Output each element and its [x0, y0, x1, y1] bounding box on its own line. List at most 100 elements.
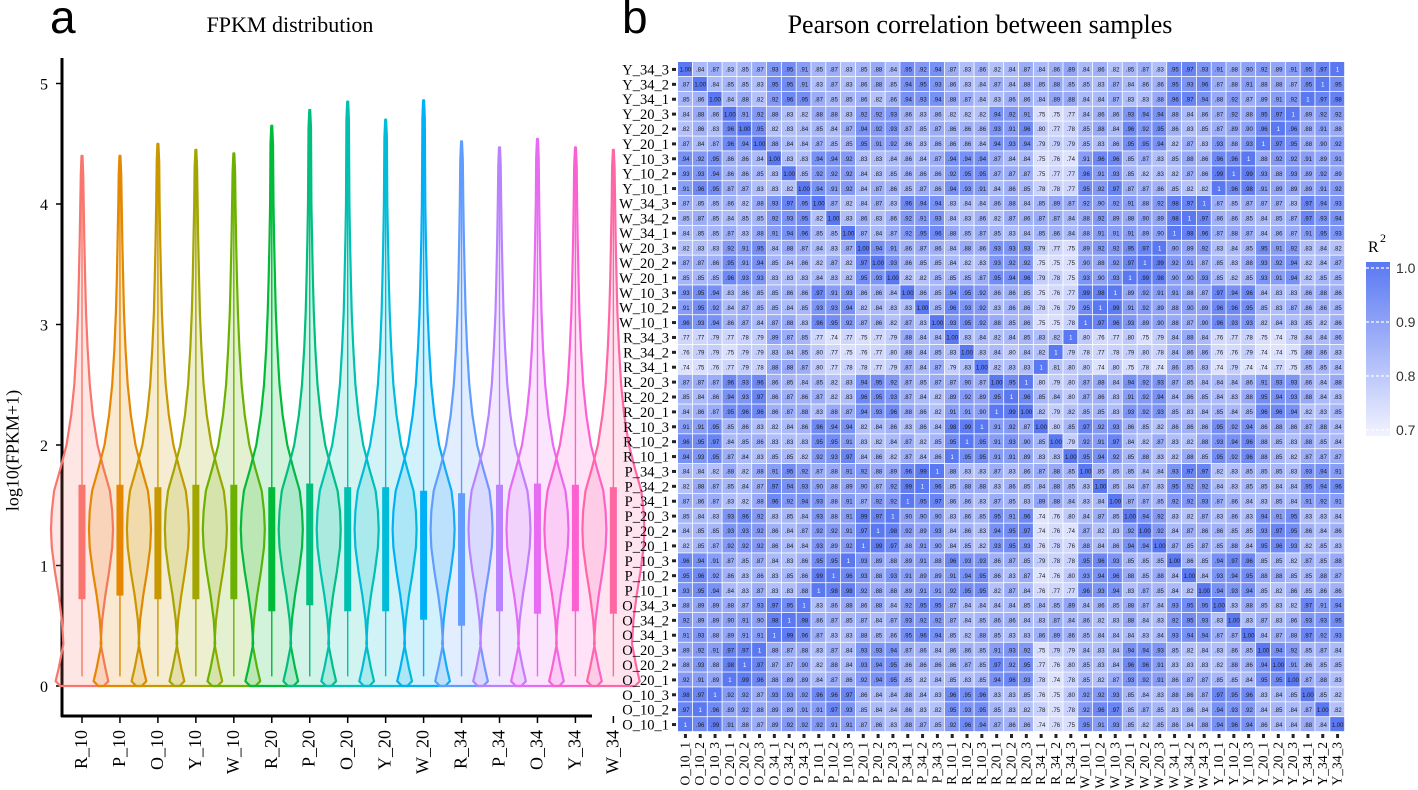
heatmap-cell-value: .93: [963, 708, 972, 714]
heatmap-cell-value: .91: [844, 440, 853, 446]
heatmap-cell: [766, 106, 781, 121]
heatmap-cell: [1300, 121, 1315, 136]
heatmap-cell-value: .84: [785, 544, 794, 550]
heatmap-col-label: Y_34_2: [1315, 742, 1330, 786]
heatmap-cell-value: .84: [918, 336, 927, 342]
heatmap-cell-value: .86: [1259, 723, 1268, 729]
heatmap-cell-value: .93: [1230, 589, 1239, 595]
heatmap-cell-value: .84: [1111, 648, 1120, 654]
heatmap-cell-value: .83: [1230, 261, 1239, 267]
heatmap-cell: [1256, 121, 1271, 136]
heatmap-cell-value: .95: [711, 455, 720, 461]
heatmap-cell-value: .92: [889, 380, 898, 386]
heatmap-cell-value: .85: [1319, 365, 1328, 371]
violin-y-tick-label: 0: [40, 679, 48, 696]
heatmap-cell-value: .87: [874, 202, 883, 208]
heatmap-cell-value: .88: [889, 559, 898, 565]
heatmap-cell-value: .82: [681, 127, 690, 133]
heatmap-cell-value: .74: [1096, 365, 1105, 371]
heatmap-cell-value: .86: [933, 172, 942, 178]
heatmap-cell-value: 1.00: [1332, 723, 1344, 729]
heatmap-cell-value: .92: [889, 499, 898, 505]
heatmap-cell-value: .96: [978, 693, 987, 699]
heatmap-cell-value: .83: [1333, 351, 1342, 357]
heatmap-cell-value: .83: [1230, 395, 1239, 401]
heatmap-row-label: O_20_3: [622, 643, 669, 659]
heatmap-cell-value: .93: [770, 693, 779, 699]
heatmap-cell-value: .86: [770, 529, 779, 535]
heatmap-cell-value: .88: [829, 410, 838, 416]
heatmap-cell-value: .86: [1111, 112, 1120, 118]
heatmap-cell-value: .96: [904, 470, 913, 476]
violin-box-O_10: [154, 487, 162, 600]
heatmap-cell-value: .85: [1156, 559, 1165, 565]
heatmap-row-tick: [672, 529, 676, 533]
heatmap-cell-value: .95: [800, 97, 809, 103]
heatmap-cell-value: .86: [696, 410, 705, 416]
heatmap-cell-value: .95: [1333, 619, 1342, 625]
heatmap-cell-value: 1: [1262, 142, 1266, 148]
heatmap-cell-value: .89: [889, 470, 898, 476]
heatmap-row-label: O_34_3: [622, 598, 669, 614]
heatmap-cell-value: .97: [1081, 425, 1090, 431]
heatmap-cell-value: .95: [978, 172, 987, 178]
heatmap-cell-value: .89: [1052, 202, 1061, 208]
heatmap-cell-value: .85: [785, 574, 794, 580]
heatmap-cell-value: .87: [904, 365, 913, 371]
heatmap-cell-value: .87: [711, 410, 720, 416]
heatmap-cell-value: .92: [1141, 380, 1150, 386]
heatmap-cell: [929, 62, 944, 77]
heatmap-cell-value: .84: [1081, 97, 1090, 103]
heatmap-cell-value: .85: [1170, 410, 1179, 416]
heatmap-cell-value: .93: [1215, 574, 1224, 580]
heatmap-cell-value: 1.00: [1169, 559, 1181, 565]
heatmap-cell-value: .96: [800, 633, 809, 639]
heatmap-cell-value: .95: [1200, 604, 1209, 610]
heatmap-cell-value: .97: [755, 395, 764, 401]
heatmap-cell-value: .93: [696, 663, 705, 669]
heatmap-cell-value: .93: [889, 112, 898, 118]
heatmap-cell: [1181, 106, 1196, 121]
heatmap-cell-value: .87: [1022, 425, 1031, 431]
heatmap-cell-value: .94: [933, 202, 942, 208]
heatmap-cell: [1211, 121, 1226, 136]
heatmap-cell: [870, 91, 885, 106]
heatmap-cell-value: .95: [726, 410, 735, 416]
heatmap-cell-value: .88: [1259, 83, 1268, 89]
heatmap-cell-value: .85: [963, 276, 972, 282]
heatmap-row-label: P_10_1: [625, 584, 669, 600]
heatmap-cell-value: .93: [800, 485, 809, 491]
heatmap-cell-value: .85: [1319, 693, 1328, 699]
heatmap-cell-value: .92: [948, 723, 957, 729]
heatmap-col-label: R_34_3: [1063, 742, 1078, 785]
heatmap-cell-value: .85: [1274, 708, 1283, 714]
heatmap-cell-value: .82: [815, 261, 824, 267]
heatmap-cell-value: .85: [681, 395, 690, 401]
heatmap-cell-value: .87: [1200, 678, 1209, 684]
heatmap-cell-value: .95: [978, 455, 987, 461]
heatmap-cell-value: .84: [978, 142, 987, 148]
heatmap-cell-value: .86: [874, 455, 883, 461]
heatmap-col-label: Y_34_1: [1300, 742, 1315, 786]
heatmap-cell-value: .96: [1081, 172, 1090, 178]
heatmap-cell-value: .95: [993, 514, 1002, 520]
heatmap-col-tick: [921, 734, 925, 738]
heatmap-cell-value: .96: [1096, 157, 1105, 163]
heatmap-cell-value: .92: [859, 678, 868, 684]
heatmap-cell-value: .93: [1007, 246, 1016, 252]
heatmap-cell-value: .77: [1052, 172, 1061, 178]
heatmap-cell-value: .91: [1096, 172, 1105, 178]
heatmap-cell-value: .87: [948, 68, 957, 74]
heatmap-cell-value: .77: [726, 336, 735, 342]
heatmap-cell-value: .93: [963, 306, 972, 312]
heatmap-cell: [707, 62, 722, 77]
heatmap-row-label: Y_34_3: [622, 62, 669, 78]
heatmap-cell-value: .98: [829, 589, 838, 595]
heatmap-cell-value: .95: [963, 455, 972, 461]
heatmap-cell-value: .85: [815, 68, 824, 74]
heatmap-cell-value: .87: [1200, 544, 1209, 550]
heatmap-cell: [752, 121, 767, 136]
heatmap-cell-value: .94: [681, 157, 690, 163]
heatmap-cell-value: .94: [1200, 633, 1209, 639]
heatmap-cell-value: .95: [711, 425, 720, 431]
